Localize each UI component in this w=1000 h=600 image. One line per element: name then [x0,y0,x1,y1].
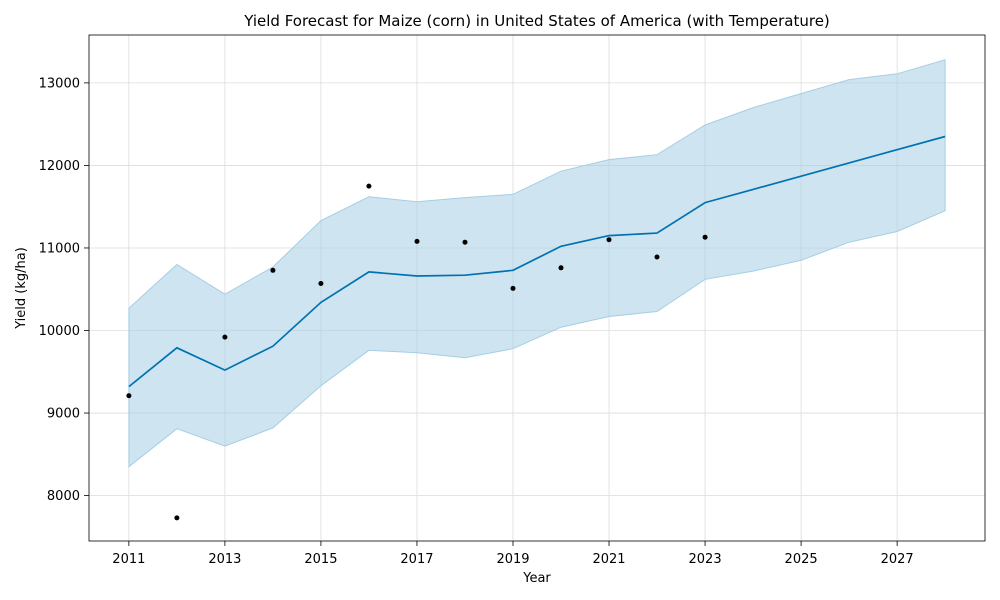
y-axis-label: Yield (kg/ha) [14,247,29,330]
x-tick-label: 2025 [785,552,818,567]
observed-points-layer [126,183,708,521]
observed-point [270,267,276,273]
forecast-line [128,135,946,388]
observed-point [366,183,372,189]
observed-point [606,237,612,243]
y-tick-label: 9000 [47,407,80,422]
confidence-band-layer [128,59,946,468]
observed-point [654,254,660,260]
y-tick-label: 10000 [39,324,80,339]
y-axis-ticks: 8000 9000 10000 11000 12000 13000 [39,76,89,504]
x-tick-label: 2027 [881,552,914,567]
observed-point [462,239,468,245]
y-tick-label: 12000 [39,159,80,174]
forecast-line-layer [128,135,946,388]
chart-title: Yield Forecast for Maize (corn) in Unite… [243,12,830,30]
observed-point [318,281,324,286]
x-axis-ticks: 2011 2013 2015 2017 2019 2021 2023 2025 2027 [112,541,914,567]
observed-point [174,515,180,521]
observed-point [510,285,516,291]
confidence-band [128,59,946,468]
observed-point [414,238,420,244]
x-tick-label: 2011 [112,552,145,567]
observed-point [126,393,132,399]
plot-frame [88,34,986,542]
x-tick-label: 2023 [689,552,722,567]
x-tick-label: 2019 [496,552,529,567]
x-axis-label: Year [522,571,551,586]
y-tick-label: 11000 [39,241,80,256]
x-tick-label: 2017 [400,552,433,567]
observed-point [558,265,564,271]
observed-point [702,234,708,240]
y-tick-label: 8000 [47,489,80,504]
x-tick-label: 2013 [208,552,241,567]
y-tick-label: 13000 [39,76,80,91]
x-tick-label: 2015 [304,552,337,567]
x-tick-label: 2021 [592,552,625,567]
observed-point [222,334,228,340]
